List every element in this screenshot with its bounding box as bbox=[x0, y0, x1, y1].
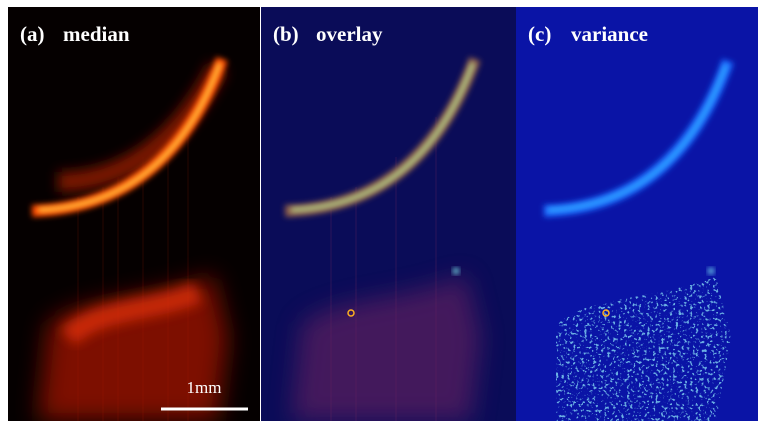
panel-title: median bbox=[63, 22, 130, 46]
panel-label: (a) bbox=[20, 22, 45, 46]
panel-variance: (c) variance bbox=[516, 7, 758, 421]
panel-label: (b) bbox=[273, 22, 299, 46]
panel-title: variance bbox=[571, 22, 648, 46]
panel-label: (c) bbox=[528, 22, 551, 46]
scale-bar-label: 1mm bbox=[187, 378, 222, 397]
panel-median: (a) median 1mm bbox=[8, 7, 260, 421]
panel-overlay: (b) overlay bbox=[261, 7, 516, 421]
panel-title: overlay bbox=[316, 22, 383, 46]
